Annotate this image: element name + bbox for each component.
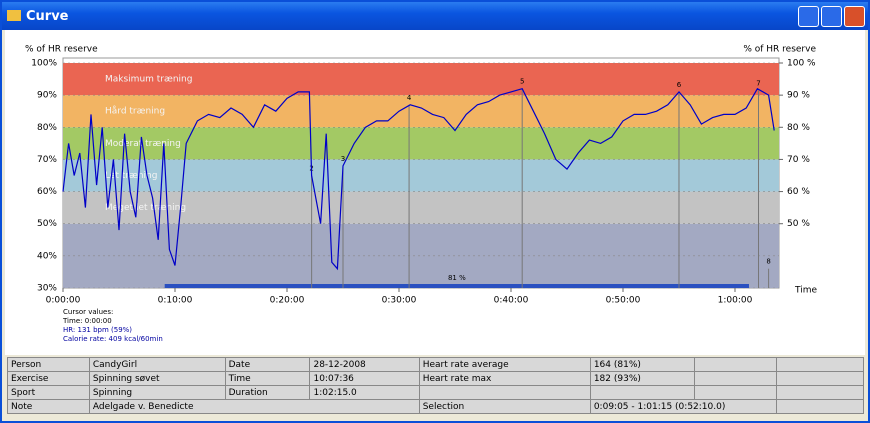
y2-tick-label: 90 %	[787, 91, 810, 101]
zone	[63, 95, 779, 128]
x-tick-label: 0:20:00	[270, 296, 305, 306]
cursor-value: Calorie rate: 409 kcal/60min	[63, 335, 163, 343]
zone-label: Let træning	[105, 171, 157, 181]
cursor-value: Time: 0:00:00	[62, 317, 112, 325]
x-tick-label: 0:30:00	[382, 296, 417, 306]
marker-label: 3	[341, 155, 345, 163]
title-bar: Curve	[2, 2, 868, 30]
zone	[63, 63, 779, 96]
cell	[694, 371, 777, 386]
y-tick-label: 90%	[37, 91, 57, 101]
maximize-button[interactable]	[821, 6, 842, 27]
y-tick-label: 30%	[37, 284, 57, 294]
x-tick-label: 0:10:00	[158, 296, 193, 306]
cell	[694, 385, 777, 400]
x-axis-title: Time	[794, 286, 817, 296]
zone-label: Maksimum træning	[105, 75, 192, 85]
minimize-button[interactable]	[798, 6, 819, 27]
y-tick-label: 80%	[37, 123, 57, 133]
cell: 10:07:36	[309, 371, 420, 386]
x-tick-label: 0:00:00	[46, 296, 81, 306]
zone	[63, 159, 779, 192]
y2-tick-label: 100 %	[787, 59, 816, 69]
hr-line	[62, 87, 775, 271]
x-tick-label: 1:00:00	[718, 296, 753, 306]
marker-label: 4	[407, 94, 412, 102]
cell: Heart rate max	[418, 371, 591, 386]
cell: 1:02:15.0	[309, 385, 420, 400]
y2-tick-label: 70 %	[787, 155, 810, 165]
x-tick-label: 0:50:00	[606, 296, 641, 306]
y-tick-label: 40%	[37, 251, 57, 261]
y-tick-label: 70%	[37, 155, 57, 165]
zone	[63, 127, 779, 160]
cell	[694, 357, 777, 372]
cell	[589, 385, 696, 400]
close-button[interactable]	[844, 6, 865, 27]
cell: Person	[7, 357, 90, 372]
zone	[63, 191, 779, 224]
marker-label: 7	[756, 79, 760, 87]
cell: Spinning	[88, 385, 226, 400]
marker-label: 8	[766, 258, 770, 266]
zone	[63, 223, 779, 288]
y2-tick-label: 60 %	[787, 187, 810, 197]
cell: 182 (93%)	[589, 371, 696, 386]
marker-label: 5	[520, 78, 524, 86]
cell	[418, 385, 591, 400]
marker-label: 6	[677, 81, 682, 89]
cell: Date	[224, 357, 311, 372]
cell: Spinning søvet	[88, 371, 226, 386]
zone-label: Hård træning	[105, 106, 165, 117]
cell: CandyGirl	[88, 357, 226, 372]
y2-tick-label: 80 %	[787, 123, 810, 133]
cell: Sport	[7, 385, 90, 400]
cell	[776, 399, 864, 414]
y-axis-title: % of HR reserve	[25, 45, 98, 55]
x-tick-label: 0:40:00	[494, 296, 529, 306]
y-tick-label: 60%	[37, 187, 57, 197]
y-tick-label: 50%	[37, 219, 57, 229]
selection-label: 81 %	[448, 274, 466, 282]
y2-tick-label: 50 %	[787, 219, 810, 229]
cell: Time	[224, 371, 311, 386]
cell	[776, 357, 864, 372]
icon	[7, 10, 21, 21]
cell: Note	[7, 399, 90, 414]
cell: 0:09:05 - 1:01:15 (0:52:10.0)	[589, 399, 778, 414]
cell: 28-12-2008	[309, 357, 420, 372]
cell: Duration	[224, 385, 311, 400]
cell: Selection	[418, 399, 591, 414]
y-tick-label: 100%	[31, 59, 57, 69]
cell: Heart rate average	[418, 357, 591, 372]
cell: 164 (81%)	[589, 357, 696, 372]
selection-bar	[164, 284, 749, 288]
y2-axis-title: % of HR reserve	[743, 45, 816, 55]
cell	[776, 385, 864, 400]
info-table: Person CandyGirl Date 28-12-2008 Heart rate …	[7, 357, 864, 414]
cursor-value: HR: 131 bpm (59%)	[63, 326, 132, 334]
cell	[776, 371, 864, 386]
window-title: Curve	[26, 9, 69, 24]
zone-label: Meget let træning	[105, 203, 186, 213]
cell: Adelgade v. Benedicte	[88, 399, 420, 414]
cursor-value: Cursor values:	[63, 308, 113, 316]
cell: Exercise	[7, 371, 90, 386]
